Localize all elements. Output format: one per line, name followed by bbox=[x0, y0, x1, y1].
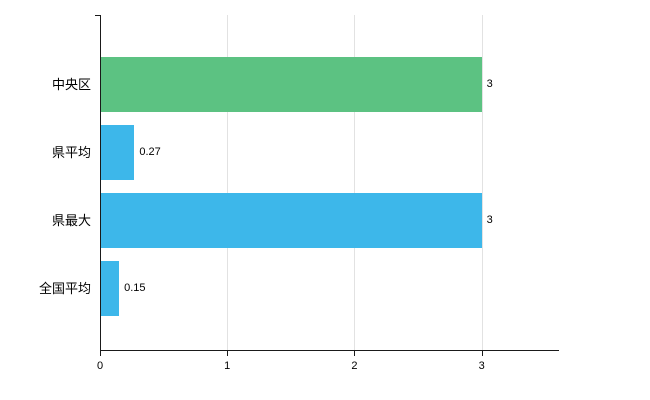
bar-value-label: 0.15 bbox=[124, 281, 146, 294]
x-tick bbox=[481, 350, 483, 356]
gridline bbox=[481, 15, 483, 350]
y-axis-top-tick bbox=[95, 15, 100, 16]
category-label: 県平均 bbox=[51, 144, 91, 160]
x-axis-line bbox=[100, 350, 559, 351]
x-tick bbox=[100, 350, 101, 356]
category-label: 全国平均 bbox=[38, 280, 91, 296]
bar-value-label: 3 bbox=[486, 77, 493, 90]
bar-2 bbox=[101, 192, 482, 248]
bar-value-label: 3 bbox=[486, 213, 493, 226]
gridline bbox=[354, 15, 356, 350]
x-tick-label: 3 bbox=[478, 360, 485, 372]
bar-3 bbox=[101, 260, 120, 316]
y-axis-line bbox=[100, 15, 101, 351]
x-tick bbox=[227, 350, 229, 356]
bar-0 bbox=[101, 56, 482, 112]
bar-1 bbox=[101, 124, 135, 180]
x-tick-label: 1 bbox=[224, 360, 231, 372]
x-tick bbox=[354, 350, 356, 356]
gridline bbox=[227, 15, 229, 350]
bar-value-label: 0.27 bbox=[139, 145, 161, 158]
x-tick-label: 2 bbox=[351, 360, 358, 372]
category-label: 県最大 bbox=[51, 212, 91, 228]
category-label: 中央区 bbox=[51, 76, 91, 92]
x-tick-label: 0 bbox=[96, 360, 104, 372]
